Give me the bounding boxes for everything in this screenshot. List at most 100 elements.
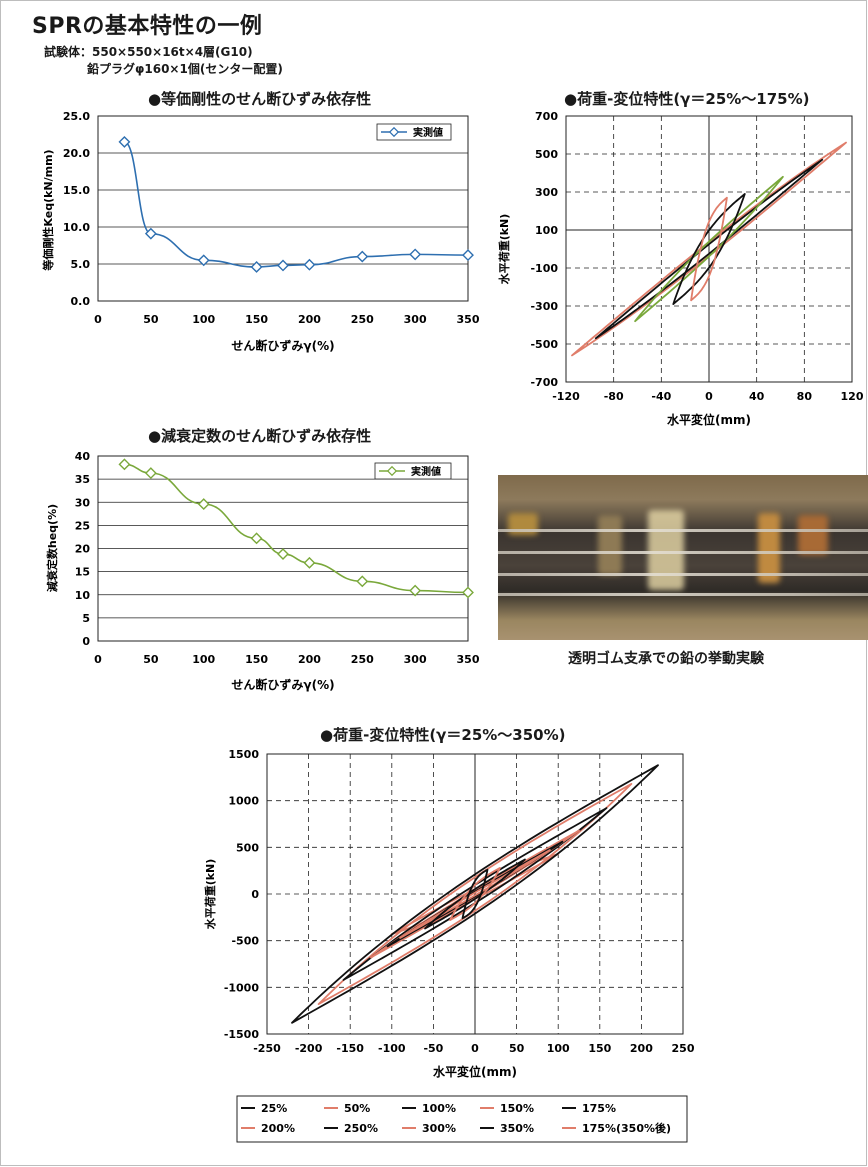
- legend-label: 175%: [582, 1102, 616, 1115]
- y-tick-label: 0.0: [71, 295, 91, 308]
- x-tick-label: -100: [378, 1042, 406, 1055]
- data-point-marker: [462, 586, 474, 599]
- y-tick-label: 35: [75, 473, 90, 486]
- x-tick-label: -40: [651, 390, 671, 403]
- y-tick-label: 40: [75, 450, 91, 463]
- keq-chart-title: ●等価剛性のせん断ひずみ依存性: [148, 90, 372, 108]
- y-tick-label: -500: [231, 935, 259, 948]
- page-title: SPRの基本特性の一例: [32, 14, 263, 39]
- legend-label: 50%: [344, 1102, 370, 1115]
- y-tick-label: 0: [251, 888, 259, 901]
- x-tick-label: -50: [423, 1042, 443, 1055]
- data-point-marker: [303, 258, 316, 271]
- y-tick-label: 700: [535, 110, 558, 123]
- y-tick-label: 1500: [228, 748, 259, 761]
- x-tick-label: 100: [547, 1042, 570, 1055]
- y-tick-label: 500: [535, 148, 558, 161]
- hyst175-chart-title: ●荷重-変位特性(γ＝25%〜175%): [564, 90, 810, 108]
- x-tick-label: 150: [245, 313, 268, 326]
- hysteresis-loop: [594, 158, 824, 340]
- x-tick-label: -200: [295, 1042, 323, 1055]
- x-axis-label: 水平変位(mm): [433, 1064, 517, 1079]
- lead-plug-spec: 鉛プラグφ160×1個(センター配置): [87, 62, 283, 76]
- data-point-marker: [303, 556, 316, 569]
- data-point-marker: [144, 227, 157, 240]
- y-axis-label: 減衰定数heq(%): [45, 504, 59, 592]
- y-tick-label: 5.0: [71, 258, 91, 271]
- y-tick-label: -300: [530, 300, 558, 313]
- hysteresis-loop: [634, 175, 784, 323]
- data-point-marker: [197, 254, 210, 267]
- hysteresis-loop: [571, 141, 847, 357]
- hysteresis-loop: [424, 858, 526, 930]
- x-tick-label: -150: [336, 1042, 364, 1055]
- x-axis-label: せん断ひずみγ(%): [231, 677, 334, 692]
- lead-behavior-photo: [498, 475, 868, 640]
- x-tick-label: 120: [841, 390, 864, 403]
- x-tick-label: 300: [404, 313, 427, 326]
- data-point-marker: [250, 261, 263, 273]
- x-tick-label: 100: [192, 653, 215, 666]
- hysteresis-loop: [672, 193, 746, 305]
- x-tick-label: 300: [404, 653, 427, 666]
- x-tick-label: -250: [253, 1042, 281, 1055]
- data-point-marker: [250, 532, 263, 545]
- x-tick-label: 150: [588, 1042, 611, 1055]
- x-tick-label: 0: [94, 313, 102, 326]
- legend-box: [376, 123, 452, 141]
- y-axis-label: 水平荷重(kN): [497, 214, 511, 285]
- y-tick-label: 500: [236, 841, 259, 854]
- y-tick-label: 0: [82, 635, 90, 648]
- x-tick-label: 50: [143, 653, 159, 666]
- legend-label: 実測値: [413, 126, 443, 139]
- y-tick-label: -1000: [224, 981, 260, 994]
- y-tick-label: 15: [75, 566, 90, 579]
- y-axis-label: 水平荷重(kN): [203, 859, 217, 930]
- x-axis-label: 水平変位(mm): [667, 412, 751, 427]
- x-tick-label: 200: [298, 313, 321, 326]
- y-tick-label: 15.0: [63, 184, 90, 197]
- x-tick-label: 250: [351, 653, 374, 666]
- data-point-marker: [409, 584, 422, 597]
- y-tick-label: 10.0: [63, 221, 90, 234]
- data-point-marker: [356, 575, 369, 588]
- legend-label: 175%(350%後): [582, 1121, 671, 1135]
- y-tick-label: 25: [75, 519, 90, 532]
- data-point-marker: [118, 135, 131, 148]
- data-point-marker: [197, 498, 210, 511]
- specimen-spec: 試験体：550×550×16t×4層(G10): [44, 45, 253, 59]
- x-tick-label: 0: [705, 390, 713, 403]
- x-tick-label: 150: [245, 653, 268, 666]
- y-tick-label: -100: [530, 262, 558, 275]
- y-tick-label: 5: [82, 612, 90, 625]
- x-tick-label: 0: [471, 1042, 479, 1055]
- legend-box: [236, 1095, 688, 1143]
- data-point-marker: [144, 467, 157, 480]
- x-tick-label: 350: [457, 313, 480, 326]
- hysteresis-loop: [342, 807, 608, 981]
- legend-marker: [388, 126, 400, 138]
- heq-chart-title: ●減衰定数のせん断ひずみ依存性: [148, 427, 372, 445]
- hyst350-chart-title: ●荷重-変位特性(γ＝25%〜350%): [320, 726, 566, 744]
- hysteresis-loop: [461, 868, 489, 920]
- x-tick-label: 350: [457, 653, 480, 666]
- y-tick-label: 10: [75, 589, 91, 602]
- x-tick-label: -120: [552, 390, 580, 403]
- x-tick-label: 250: [672, 1042, 695, 1055]
- x-tick-label: 50: [143, 313, 159, 326]
- data-point-marker: [277, 259, 289, 272]
- x-tick-label: 250: [351, 313, 374, 326]
- legend-label: 100%: [422, 1102, 456, 1115]
- x-tick-label: 200: [298, 653, 321, 666]
- x-tick-label: 40: [749, 390, 765, 403]
- x-tick-label: -80: [604, 390, 624, 403]
- hysteresis-loop: [317, 783, 633, 1005]
- legend-label: 150%: [500, 1102, 534, 1115]
- legend-label: 200%: [261, 1122, 295, 1135]
- x-tick-label: 100: [192, 313, 215, 326]
- legend-box: [374, 462, 452, 480]
